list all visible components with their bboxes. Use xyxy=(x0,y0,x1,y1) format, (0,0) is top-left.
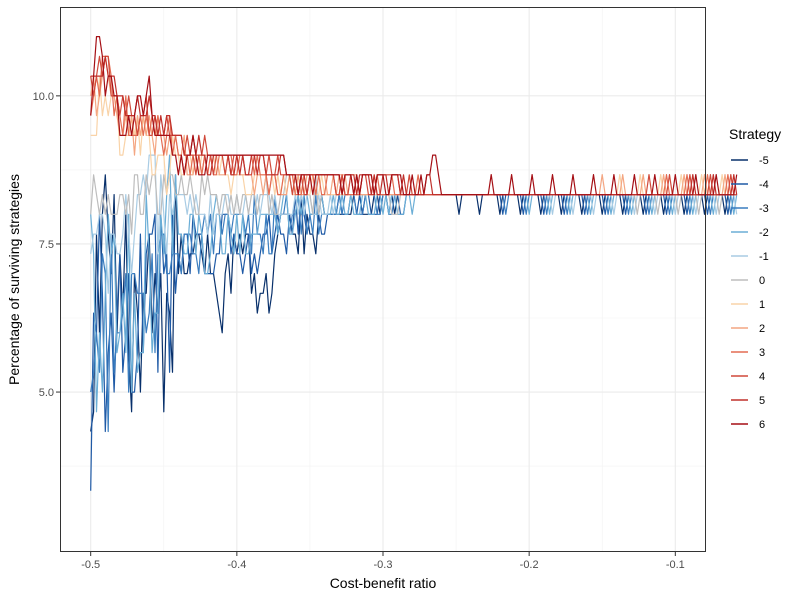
series-lines xyxy=(90,35,738,491)
y-tick-label: 7.5 xyxy=(39,239,54,251)
legend-label-1: 1 xyxy=(759,299,765,311)
x-axis-title: Cost-benefit ratio xyxy=(330,575,437,591)
y-tick-label: 10.0 xyxy=(33,91,54,103)
legend-label--2: -2 xyxy=(759,227,769,239)
series-line--2 xyxy=(90,154,738,413)
x-tick-label: -0.1 xyxy=(666,559,685,571)
legend: Strategy -5 -4 -3 -2 -1 0 1 2 3 4 5 6 xyxy=(729,126,781,431)
y-axis-ticks: 5.0 7.5 10.0 xyxy=(33,91,60,399)
x-axis-ticks: -0.5 -0.4 -0.3 -0.2 -0.1 xyxy=(81,552,685,571)
legend-label--5: -5 xyxy=(759,155,769,167)
legend-label--3: -3 xyxy=(759,203,769,215)
x-tick-label: -0.5 xyxy=(81,559,100,571)
y-tick-label: 5.0 xyxy=(39,387,54,399)
legend-label-2: 2 xyxy=(759,323,765,335)
legend-label--4: -4 xyxy=(759,179,769,191)
legend-label-5: 5 xyxy=(759,395,765,407)
legend-label-0: 0 xyxy=(759,275,765,287)
x-tick-label: -0.2 xyxy=(520,559,539,571)
x-tick-label: -0.3 xyxy=(374,559,393,571)
plot-border xyxy=(60,7,706,552)
series-line-6 xyxy=(90,35,738,196)
legend-label--1: -1 xyxy=(759,251,769,263)
legend-title: Strategy xyxy=(729,126,781,142)
x-tick-label: -0.4 xyxy=(227,559,246,571)
legend-label-4: 4 xyxy=(759,371,765,383)
legend-label-6: 6 xyxy=(759,419,765,431)
y-axis-title: Percentage of surviving strategies xyxy=(6,174,22,385)
legend-label-3: 3 xyxy=(759,347,765,359)
